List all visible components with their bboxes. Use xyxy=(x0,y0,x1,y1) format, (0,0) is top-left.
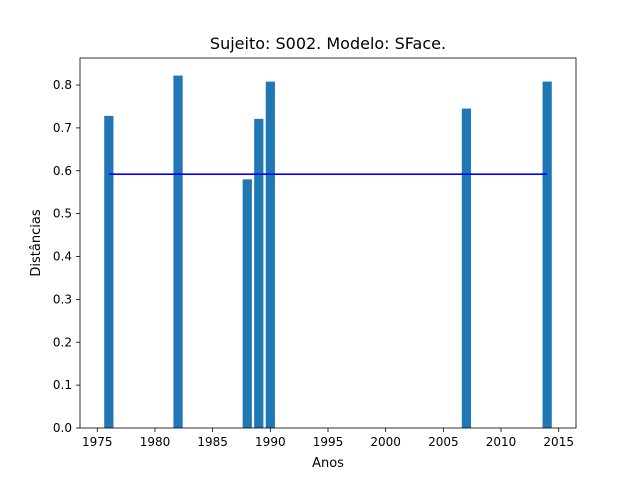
bars-layer xyxy=(104,75,552,429)
axes-frame xyxy=(79,57,577,429)
y-tick-label-2: 0.2 xyxy=(53,335,72,349)
y-tick-label-5: 0.5 xyxy=(53,207,72,221)
x-tick-label-1990: 1990 xyxy=(255,435,286,449)
x-tick-label-1995: 1995 xyxy=(313,435,344,449)
chart-title: Sujeito: S002. Modelo: SFace. xyxy=(210,34,446,53)
y-tick-label-1: 0.1 xyxy=(53,378,72,392)
x-tick-label-1980: 1980 xyxy=(140,435,171,449)
bar-1990 xyxy=(265,81,275,428)
x-axis-ticks: 1975 1980 1985 1990 1995 2000 2005 2010 2015 xyxy=(82,428,574,449)
y-tick-label-7: 0.7 xyxy=(53,121,72,135)
bar-1982 xyxy=(173,75,183,428)
y-tick-label-8: 0.8 xyxy=(53,78,72,92)
y-tick-label-6: 0.6 xyxy=(53,164,72,178)
x-tick-label-2000: 2000 xyxy=(370,435,401,449)
y-tick-label-4: 0.4 xyxy=(53,250,72,264)
x-axis-label: Anos xyxy=(312,456,344,471)
bar-2014 xyxy=(542,81,552,428)
x-tick-label-1985: 1985 xyxy=(197,435,228,449)
bar-1976 xyxy=(104,115,114,429)
x-tick-label-1975: 1975 xyxy=(82,435,113,449)
bar-1989 xyxy=(254,118,264,428)
y-axis-label: Distâncias xyxy=(29,209,44,276)
y-tick-label-0: 0.0 xyxy=(53,421,72,435)
x-tick-label-2015: 2015 xyxy=(543,435,574,449)
y-tick-label-3: 0.3 xyxy=(53,292,72,306)
bar-1988 xyxy=(242,179,252,428)
bar-2007 xyxy=(461,108,472,428)
x-tick-label-2005: 2005 xyxy=(428,435,459,449)
x-tick-label-2010: 2010 xyxy=(486,435,517,449)
y-axis-ticks: 0.0 0.1 0.2 0.3 0.4 0.5 0.6 0.7 0.8 xyxy=(53,78,80,435)
